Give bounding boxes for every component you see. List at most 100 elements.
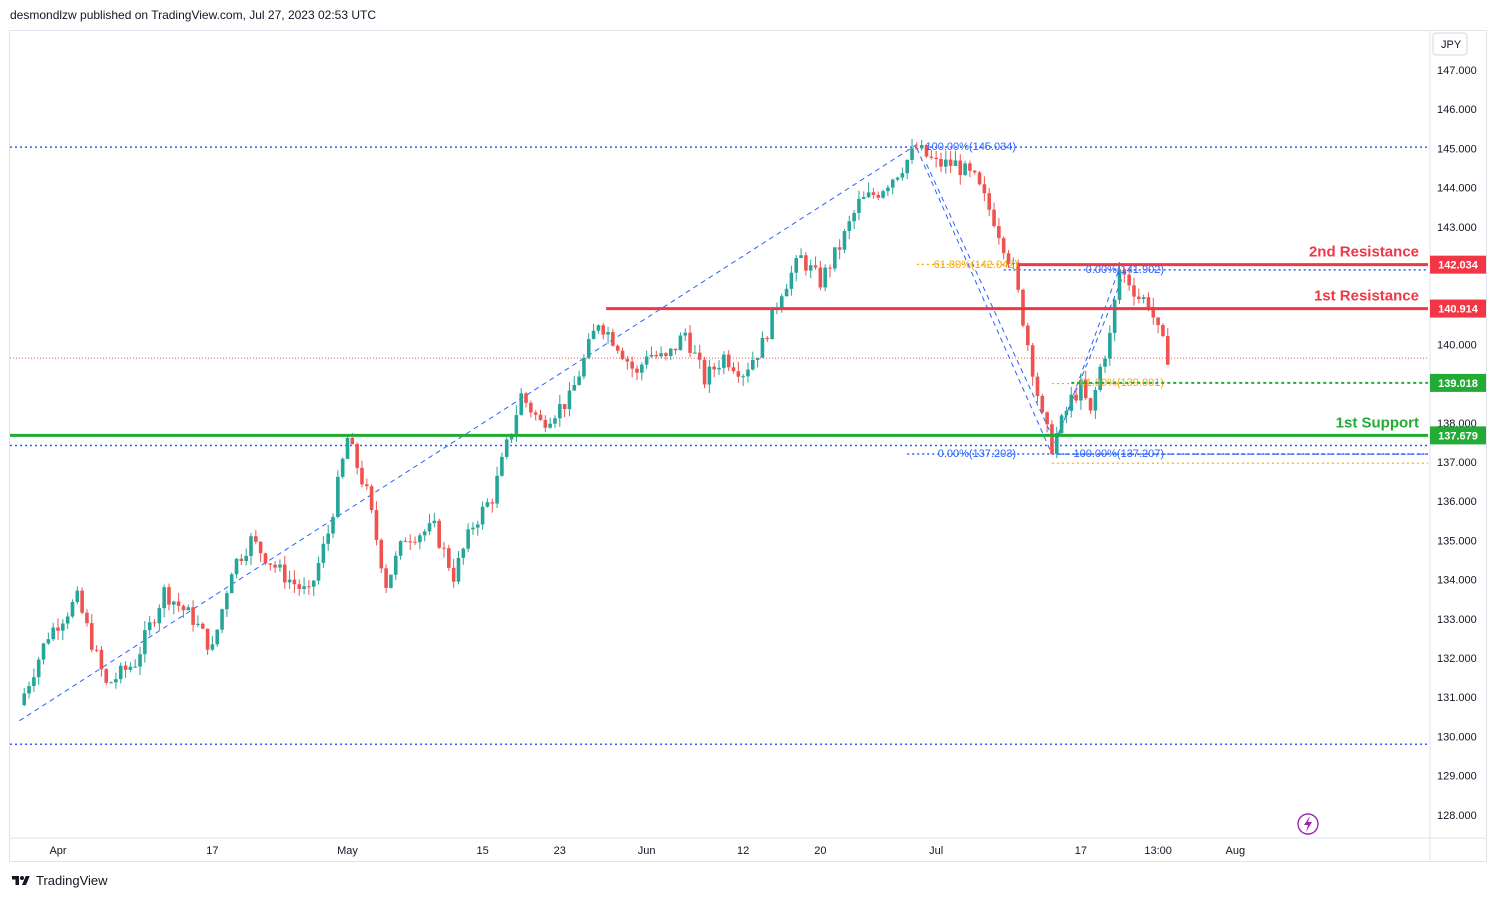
candle-body	[659, 353, 663, 357]
candle-body	[548, 423, 552, 428]
candle-body	[1026, 325, 1030, 346]
candle-body	[408, 541, 413, 543]
candle-body	[577, 376, 581, 385]
candle-body	[1030, 345, 1035, 377]
candle-body	[673, 348, 678, 351]
candle-body	[254, 536, 258, 542]
candle-body	[316, 562, 321, 581]
candle-body	[46, 639, 51, 644]
candle-body	[263, 553, 268, 564]
candle-body	[1050, 424, 1054, 454]
candle-body	[963, 163, 967, 176]
candle-body	[239, 558, 244, 562]
y-tick-label: 135.000	[1437, 535, 1477, 547]
publisher-attribution: desmondlzw published on TradingView.com,…	[10, 8, 376, 22]
level-label: 1st Support	[1336, 414, 1419, 431]
x-tick-label: Jul	[929, 845, 943, 857]
candle-body	[1137, 296, 1141, 300]
candle-body	[722, 354, 726, 368]
candle-body	[1122, 269, 1127, 275]
candle-body	[447, 548, 451, 568]
candle-body	[234, 558, 239, 575]
candle-body	[640, 364, 644, 373]
candle-body	[365, 484, 369, 487]
candle-body	[886, 187, 890, 192]
candle-body	[350, 437, 355, 445]
candle-body	[586, 339, 591, 358]
y-tick-label: 144.000	[1437, 183, 1477, 195]
candle-body	[1059, 415, 1064, 434]
y-tick-label: 132.000	[1437, 653, 1477, 665]
candle-body	[138, 654, 142, 667]
candle-body	[543, 419, 548, 428]
candle-body	[355, 444, 359, 468]
candle-body	[895, 177, 900, 180]
x-tick-label: Apr	[49, 845, 66, 857]
candle-body	[982, 184, 987, 194]
candle-body	[1156, 317, 1160, 326]
candle-body	[799, 255, 803, 259]
candle-body	[167, 587, 171, 605]
candle-body	[538, 414, 543, 420]
candle-body	[225, 593, 229, 610]
candle-body	[866, 192, 871, 198]
candle-body	[948, 159, 953, 166]
candle-body	[147, 622, 152, 631]
candle-body	[572, 384, 577, 391]
y-tick-label: 131.000	[1437, 692, 1477, 704]
x-tick-label: Jun	[638, 845, 656, 857]
candle-body	[1093, 390, 1098, 411]
lightning-bolt-icon	[1304, 816, 1312, 832]
candle-body	[644, 356, 649, 365]
candle-body	[418, 535, 422, 543]
tradingview-logo-icon	[12, 875, 30, 885]
candle-body	[181, 605, 186, 611]
candle-body	[707, 366, 712, 385]
candle-body	[770, 308, 774, 340]
candle-body	[61, 623, 65, 631]
candle-body	[828, 267, 832, 269]
candle-body	[741, 376, 745, 378]
x-tick-label: Aug	[1226, 845, 1246, 857]
candle-body	[601, 325, 606, 335]
candle-body	[678, 335, 683, 351]
candle-body	[919, 145, 924, 149]
candle-body	[620, 350, 625, 360]
candle-body	[881, 191, 885, 198]
candle-body	[934, 157, 938, 159]
candle-body	[384, 568, 388, 588]
candle-body	[765, 337, 770, 340]
brand-name: TradingView	[36, 873, 108, 888]
candle-body	[697, 352, 702, 360]
candle-body	[485, 502, 490, 507]
candle-body	[611, 332, 615, 346]
candle-body	[229, 574, 234, 594]
candle-body	[833, 247, 837, 269]
candle-body	[466, 529, 470, 549]
candle-body	[321, 543, 326, 563]
candle-body	[51, 627, 55, 640]
candle-body	[533, 412, 538, 415]
candle-body	[1127, 274, 1131, 286]
candle-body	[910, 148, 914, 160]
candle-body	[562, 404, 567, 410]
candle-body	[1006, 253, 1011, 264]
y-tick-label: 137.000	[1437, 457, 1477, 469]
candle-body	[268, 563, 273, 565]
candle-body	[70, 602, 75, 617]
candle-body	[977, 172, 982, 185]
candle-body	[596, 325, 601, 331]
candle-body	[582, 357, 586, 377]
candle-body	[688, 332, 692, 353]
candle-body	[654, 354, 659, 357]
candle-body	[244, 555, 248, 562]
candle-body	[104, 669, 109, 683]
candle-body	[162, 587, 166, 609]
candle-body	[205, 628, 210, 650]
candle-body	[302, 586, 306, 589]
candle-body	[553, 418, 557, 424]
candle-body	[65, 616, 70, 624]
price-tag	[1430, 299, 1486, 318]
currency-box[interactable]	[1432, 32, 1468, 56]
